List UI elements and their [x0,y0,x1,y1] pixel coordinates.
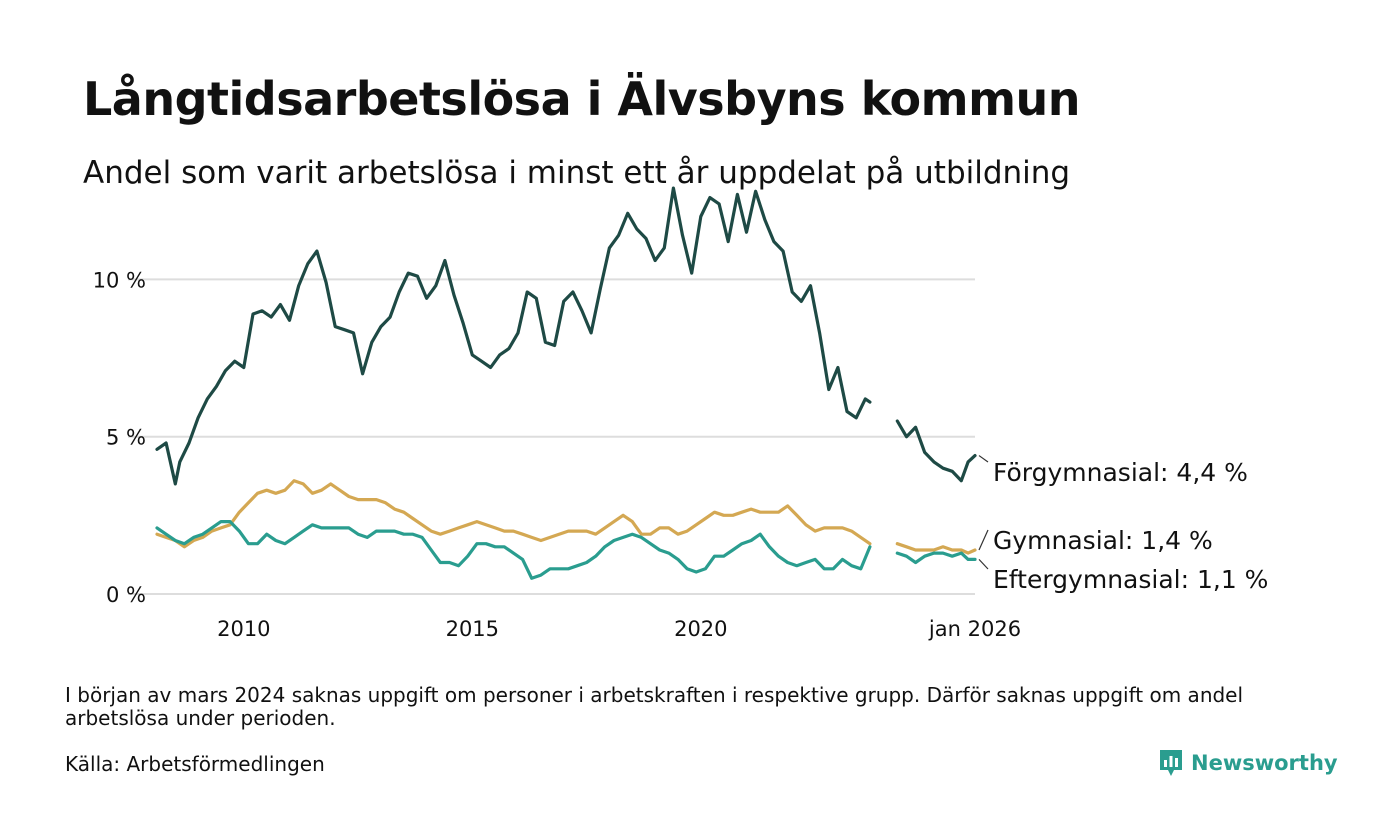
end-label-eftergymnasial: Eftergymnasial: 1,1 % [993,565,1268,594]
end-label-förgymnasial: Förgymnasial: 4,4 % [993,458,1248,487]
chart-subtitle: Andel som varit arbetslösa i minst ett å… [83,155,1071,191]
brand-name: Newsworthy [1191,751,1338,775]
series-line-förgymnasial-after-gap [895,419,977,483]
y-tick-label: 10 % [93,268,146,292]
series-line-förgymnasial-before-gap [155,186,872,486]
x-tick-label: jan 2026 [928,617,1021,641]
series-line-eftergymnasial-after-gap [895,551,977,565]
newsworthy-logo-icon [1160,750,1182,776]
x-tick-label: 2015 [446,617,499,641]
leader-line-gymnasial [978,529,989,551]
leader-line-förgymnasial [978,455,989,463]
y-tick-label: 5 % [106,426,146,450]
leader-line-eftergymnasial [978,558,989,570]
source-text: Källa: Arbetsförmedlingen [65,752,325,776]
series-line-eftergymnasial-before-gap [155,520,872,580]
chart-title: Långtidsarbetslösa i Älvsbyns kommun [83,72,1081,126]
x-tick-label: 2020 [674,617,727,641]
footnote: I början av mars 2024 saknas uppgift om … [65,683,1244,730]
x-tick-label: 2010 [217,617,270,641]
line-chart: 0 % 5 % 10 % 2010 2015 2020 jan 2026 Förgymnasi… [93,186,1268,641]
y-tick-label: 0 % [106,583,146,607]
series-line-gymnasial-after-gap [895,542,977,555]
end-label-gymnasial: Gymnasial: 1,4 % [993,526,1213,555]
brand-logo[interactable]: Newsworthy [1158,748,1338,778]
series-line-gymnasial-before-gap [155,479,872,549]
